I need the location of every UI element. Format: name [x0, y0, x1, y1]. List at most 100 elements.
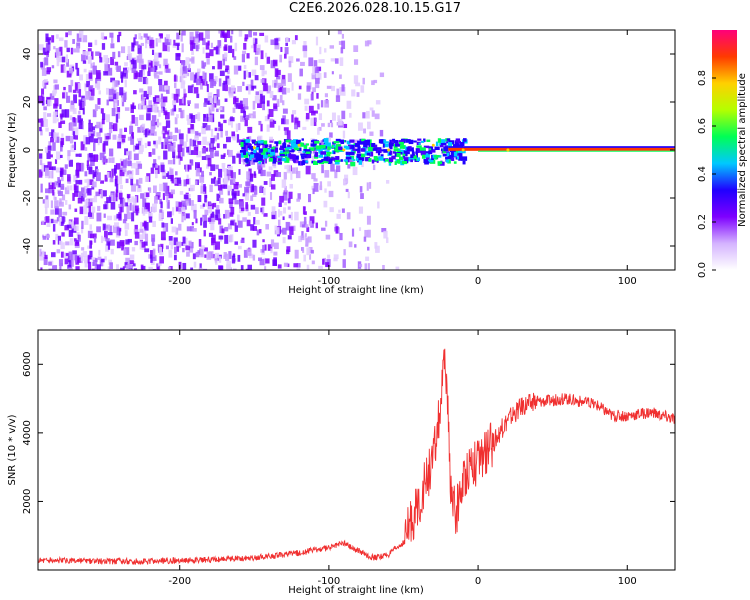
heatmap-speckle	[90, 160, 95, 166]
heatmap-speckle	[216, 216, 219, 221]
heatmap-speckle	[61, 109, 67, 118]
heatmap-speckle	[74, 208, 78, 212]
heatmap-speckle	[192, 43, 196, 49]
heatmap-speckle	[239, 201, 245, 209]
heatmap-speckle	[88, 166, 93, 175]
heatmap-speckle	[246, 53, 250, 59]
heatmap-speckle	[226, 264, 231, 270]
heatmap-speckle	[304, 105, 308, 111]
heatmap-speckle	[96, 168, 99, 173]
heatmap-speckle	[68, 229, 74, 237]
heatmap-speckle	[39, 248, 42, 257]
heatmap-speckle	[107, 232, 113, 236]
heatmap-speckle	[367, 246, 370, 251]
heatmap-speckle	[286, 246, 291, 252]
heatmap-speckle	[179, 191, 184, 195]
heatmap-speckle	[161, 130, 165, 135]
heatmap-speckle	[164, 85, 169, 90]
heatmap-speckle	[78, 120, 83, 130]
heatmap-speckle	[316, 93, 319, 99]
heatmap-speckle	[254, 38, 258, 45]
heatmap-speckle	[187, 68, 191, 73]
heatmap-speckle	[314, 67, 319, 74]
heatmap-speckle	[377, 201, 380, 209]
heatmap-speckle	[208, 107, 212, 116]
heatmap-signal	[425, 157, 430, 160]
heatmap-speckle	[39, 254, 45, 261]
heatmap-speckle	[279, 87, 283, 91]
heatmap-speckle	[128, 170, 131, 175]
heatmap-speckle	[159, 183, 164, 192]
heatmap-speckle	[190, 159, 194, 166]
heatmap-speckle	[341, 208, 345, 213]
heatmap-speckle	[221, 228, 225, 234]
heatmap-speckle	[291, 82, 294, 91]
heatmap-speckle	[89, 250, 93, 258]
heatmap-speckle	[109, 32, 114, 38]
heatmap-speckle	[44, 51, 49, 56]
heatmap-speckle	[129, 260, 134, 265]
heatmap-speckle	[58, 179, 61, 188]
heatmap-speckle	[158, 79, 163, 86]
heatmap-speckle	[144, 176, 149, 182]
heatmap-speckle	[141, 93, 146, 101]
heatmap-speckle	[224, 52, 228, 58]
heatmap-speckle	[287, 235, 292, 240]
heatmap-speckle	[82, 51, 88, 56]
heatmap-speckle	[183, 65, 188, 74]
heatmap-speckle	[105, 224, 111, 231]
heatmap-signal	[442, 153, 447, 157]
heatmap-speckle	[165, 34, 170, 39]
heatmap-speckle	[44, 57, 49, 66]
heatmap-speckle	[146, 113, 151, 121]
heatmap-speckle	[63, 65, 67, 73]
heatmap-speckle	[209, 49, 214, 57]
heatmap-speckle	[58, 122, 62, 129]
heatmap-speckle	[315, 69, 320, 78]
heatmap-speckle	[264, 266, 267, 270]
heatmap-speckle	[87, 254, 90, 264]
heatmap-signal	[240, 153, 247, 158]
heatmap-speckle	[162, 96, 168, 103]
heatmap-speckle	[289, 150, 294, 155]
heatmap-signal	[308, 147, 315, 151]
heatmap-speckle	[313, 110, 318, 114]
heatmap-speckle	[145, 37, 148, 44]
heatmap-speckle	[127, 136, 132, 141]
heatmap-speckle	[181, 147, 185, 157]
heatmap-speckle	[329, 207, 334, 213]
heatmap-speckle	[81, 120, 84, 130]
heatmap-speckle	[224, 34, 227, 43]
heatmap-speckle	[252, 193, 257, 197]
heatmap-speckle	[92, 181, 97, 188]
heatmap-speckle	[254, 56, 258, 66]
heatmap-speckle	[211, 103, 215, 112]
heatmap-speckle	[244, 34, 249, 40]
heatmap-signal	[284, 151, 290, 154]
heatmap-speckle	[85, 50, 90, 56]
heatmap-speckle	[51, 65, 55, 69]
heatmap-speckle	[102, 223, 106, 231]
heatmap-signal	[410, 154, 415, 159]
heatmap-speckle	[131, 132, 134, 139]
heatmap-speckle	[84, 199, 89, 206]
heatmap-signal	[349, 145, 355, 149]
heatmap-speckle	[395, 266, 400, 270]
heatmap-speckle	[207, 201, 212, 209]
heatmap-speckle	[234, 97, 239, 103]
heatmap-speckle	[92, 65, 97, 75]
heatmap-speckle	[51, 170, 54, 179]
heatmap-speckle	[108, 127, 113, 134]
heatmap-speckle	[82, 35, 88, 43]
heatmap-speckle	[139, 228, 144, 233]
heatmap-signal	[375, 158, 379, 162]
heatmap-speckle	[85, 74, 89, 81]
heatmap-speckle	[59, 154, 63, 159]
heatmap-speckle	[287, 87, 290, 93]
heatmap-speckle	[65, 54, 68, 63]
heatmap-signal	[437, 138, 442, 143]
heatmap-speckle	[261, 69, 265, 77]
heatmap-speckle	[286, 130, 291, 140]
heatmap-speckle	[328, 190, 334, 198]
heatmap-speckle	[109, 122, 113, 129]
